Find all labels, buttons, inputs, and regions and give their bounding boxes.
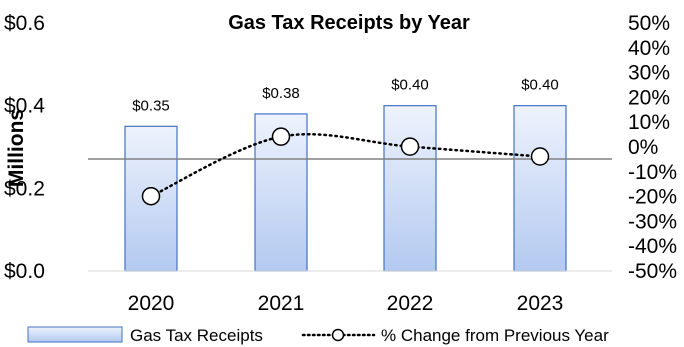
change-marker-2020	[141, 186, 161, 206]
x-tick-label: 2020	[128, 292, 175, 315]
change-line	[149, 133, 542, 198]
legend-label-line: % Change from Previous Year	[381, 326, 609, 345]
y-axis-label: Millions	[5, 109, 28, 187]
y-left-tick-label: $0.0	[4, 260, 45, 283]
bars-layer	[124, 105, 567, 272]
legend-label-bar: Gas Tax Receipts	[130, 326, 263, 345]
y-right-tick-label: -40%	[628, 235, 677, 258]
y-right-tick-label: 10%	[628, 111, 670, 134]
y-right-tick-label: 50%	[628, 12, 670, 35]
bar-2022	[383, 105, 437, 272]
y-right-tick-label: -50%	[628, 260, 677, 283]
legend-swatch-bar	[27, 326, 123, 343]
change-marker-2022	[400, 137, 420, 156]
bar-2023	[513, 105, 567, 272]
data-label-2021: $0.38	[262, 85, 300, 102]
y-right-tick-label: -20%	[628, 186, 677, 209]
y-right-tick-label: 20%	[628, 86, 670, 109]
y-right-tick-label: 30%	[628, 62, 670, 85]
y-right-tick-label: 40%	[628, 37, 670, 60]
y-left-tick-label: $0.4	[4, 95, 45, 118]
x-tick-label: 2021	[258, 292, 305, 315]
x-tick-label: 2022	[387, 292, 434, 315]
data-label-2022: $0.40	[391, 77, 429, 94]
chart-title: Gas Tax Receipts by Year	[228, 12, 470, 34]
legend: Gas Tax Receipts % Change from Previous …	[27, 326, 609, 345]
y-right-tick-label: 0%	[628, 136, 658, 159]
y-left-tick-label: $0.6	[4, 12, 45, 35]
data-label-2023: $0.40	[521, 77, 559, 94]
labels-layer: $0.35 $0.38 $0.40 $0.40	[132, 77, 559, 115]
change-marker-2021	[271, 127, 291, 146]
line-layer	[141, 127, 550, 206]
axes-layer: $0.0 $0.2 $0.4 $0.6 -50%-40%-30%-20%-10%0%10…	[4, 12, 677, 315]
y-right-tick-label: -30%	[628, 210, 677, 233]
change-marker-2023	[530, 147, 550, 166]
legend-swatch-marker	[331, 328, 345, 342]
y-left-tick-label: $0.2	[4, 177, 45, 200]
x-tick-label: 2023	[517, 292, 564, 315]
y-right-tick-label: -10%	[628, 161, 677, 184]
data-label-2020: $0.35	[132, 97, 170, 114]
